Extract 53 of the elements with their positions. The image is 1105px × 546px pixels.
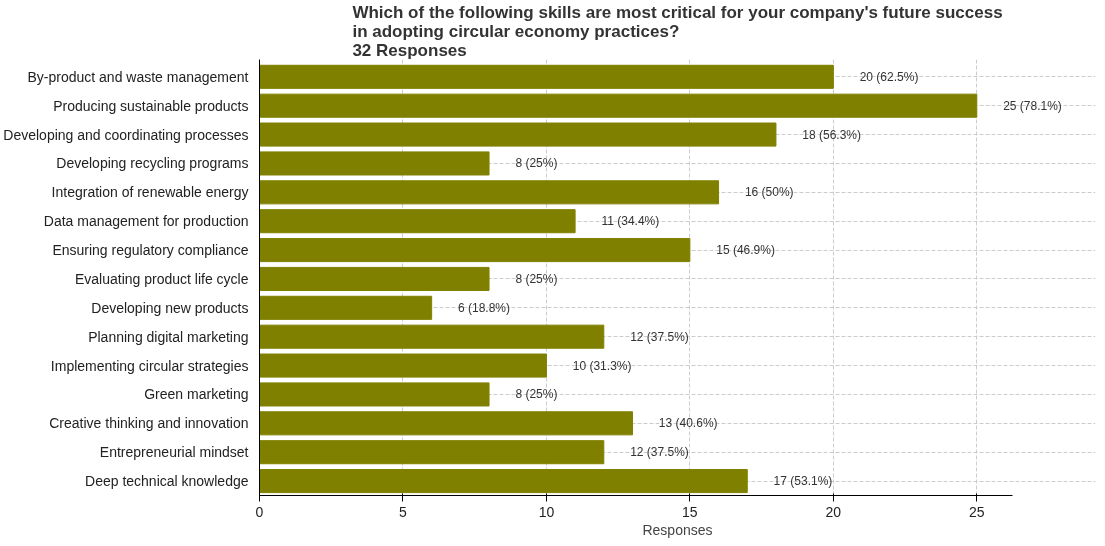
bar [259, 64, 834, 89]
bar [259, 469, 748, 494]
x-tick-label: 10 [538, 503, 555, 520]
x-tick-label: 5 [399, 503, 408, 520]
data-label: 10 (31.3%) [572, 358, 632, 373]
y-tick-label: Implementing circular strategies [50, 357, 249, 374]
data-label: 12 (37.5%) [630, 329, 689, 344]
x-axis-title: Responses [642, 521, 713, 538]
data-label: 8 (25%) [515, 271, 558, 286]
y-tick-label: Producing sustainable products [53, 97, 249, 114]
x-tick-label: 0 [255, 503, 264, 520]
y-tick-label: Ensuring regulatory compliance [52, 242, 249, 259]
x-tick-label: 25 [969, 503, 985, 520]
y-tick-label: Deep technical knowledge [85, 473, 249, 490]
bar [259, 353, 547, 378]
y-tick-label: Developing new products [91, 299, 249, 316]
data-label: 16 (50%) [744, 185, 794, 200]
y-tick-label: Evaluating product life cycle [74, 270, 249, 287]
bar [259, 93, 978, 118]
bar [259, 295, 433, 320]
bar [259, 238, 691, 263]
y-tick-label: Creative thinking and innovation [49, 415, 249, 432]
y-tick-label: Planning digital marketing [88, 328, 249, 345]
data-label: 20 (62.5%) [859, 69, 919, 84]
y-tick-label: Green marketing [144, 386, 249, 403]
data-label: 25 (78.1%) [1003, 98, 1062, 113]
data-label: 15 (46.9%) [716, 243, 775, 258]
bar [259, 151, 490, 176]
y-tick-label: Developing and coordinating processes [3, 126, 249, 143]
data-label: 11 (34.4%) [601, 214, 660, 229]
y-tick-label: Data management for production [43, 213, 249, 230]
bar [259, 440, 605, 465]
bar [259, 324, 605, 349]
data-label: 17 (53.1%) [773, 474, 833, 489]
bar [259, 122, 777, 147]
chart-title: Which of the following skills are most critical for your company's future success in adopting circular economy practices? 32 Responses [352, 2, 1003, 60]
data-label: 12 (37.5%) [630, 445, 689, 460]
data-label: 6 (18.8%) [458, 300, 511, 315]
x-tick-label: 15 [682, 503, 698, 520]
data-label: 13 (40.6%) [658, 416, 718, 431]
y-tick-label: Entrepreneurial mindset [99, 444, 249, 461]
y-tick-label: Integration of renewable energy [51, 184, 249, 201]
bar [259, 266, 490, 291]
data-label: 18 (56.3%) [802, 127, 862, 142]
x-tick-label: 20 [825, 503, 842, 520]
bar [259, 382, 490, 407]
bar [259, 411, 633, 436]
bar [259, 180, 720, 205]
y-tick-label: Developing recycling programs [56, 155, 249, 172]
data-label: 8 (25%) [515, 387, 558, 402]
bar [259, 209, 576, 234]
data-label: 8 (25%) [515, 156, 558, 171]
y-tick-label: By-product and waste management [27, 68, 249, 85]
